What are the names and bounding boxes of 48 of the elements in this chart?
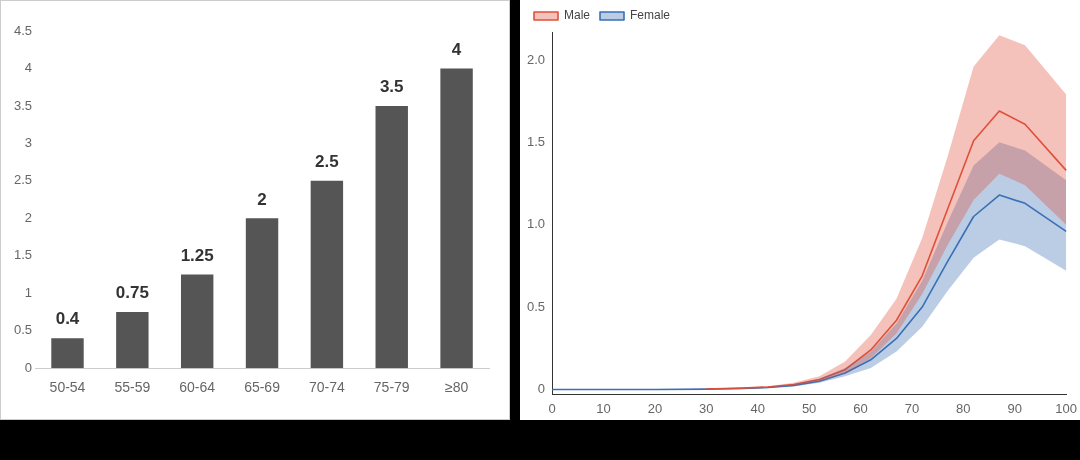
bar (310, 180, 344, 369)
data-label: 2 (257, 189, 267, 209)
x-tick-label: 100 (1055, 400, 1078, 416)
y-tick-label: 2 (24, 209, 33, 225)
x-tick-label: ≥80 (444, 379, 469, 396)
y-tick-label: 0 (24, 359, 33, 375)
data-label: 1.25 (180, 245, 214, 265)
legend-label: Male (564, 8, 591, 23)
y-tick-label: 1 (24, 284, 33, 300)
y-tick-label: 0.5 (526, 298, 546, 314)
y-tick-label: 3.5 (13, 97, 33, 113)
x-tick-label: 60 (853, 400, 868, 416)
legend-label: Female (630, 8, 671, 23)
x-tick-label: 30 (699, 400, 714, 416)
y-tick-label: 0.5 (13, 322, 33, 338)
y-tick-label: 1.5 (13, 247, 33, 263)
y-tick-label: 4 (24, 60, 33, 76)
bar (180, 274, 214, 369)
x-tick-label: 90 (1007, 400, 1022, 416)
y-tick-label: 1.5 (526, 133, 546, 149)
data-label: 0.75 (115, 283, 149, 303)
y-tick-label: 1.0 (526, 216, 546, 232)
x-tick-label: 75-79 (373, 379, 410, 396)
y-tick-label: 3 (24, 134, 33, 150)
x-tick-label: 10 (596, 400, 611, 416)
x-tick-label: 65-69 (244, 379, 281, 396)
x-tick-label: 55-59 (114, 379, 151, 396)
data-label: 2.5 (315, 152, 339, 172)
bar (245, 218, 279, 369)
data-label: 3.5 (379, 77, 404, 97)
bar (440, 68, 473, 369)
data-label: 4 (451, 39, 462, 59)
x-tick-label: 50 (801, 400, 817, 416)
x-tick-label: 70-74 (308, 379, 345, 396)
x-tick-label: 80 (956, 400, 971, 416)
bar (375, 105, 408, 369)
x-tick-label: 50-54 (49, 379, 86, 396)
y-tick-label: 4.5 (13, 22, 33, 38)
x-tick-label: 0 (548, 400, 556, 416)
y-tick-label: 2.0 (526, 51, 546, 67)
bar (116, 312, 149, 369)
x-tick-label: 60-64 (179, 379, 216, 396)
bar (51, 338, 84, 369)
x-tick-label: 70 (904, 400, 920, 416)
y-tick-label: 2.5 (13, 172, 33, 188)
x-tick-label: 40 (750, 400, 765, 416)
data-label: 0.4 (55, 309, 80, 329)
x-tick-label: 20 (647, 400, 663, 416)
